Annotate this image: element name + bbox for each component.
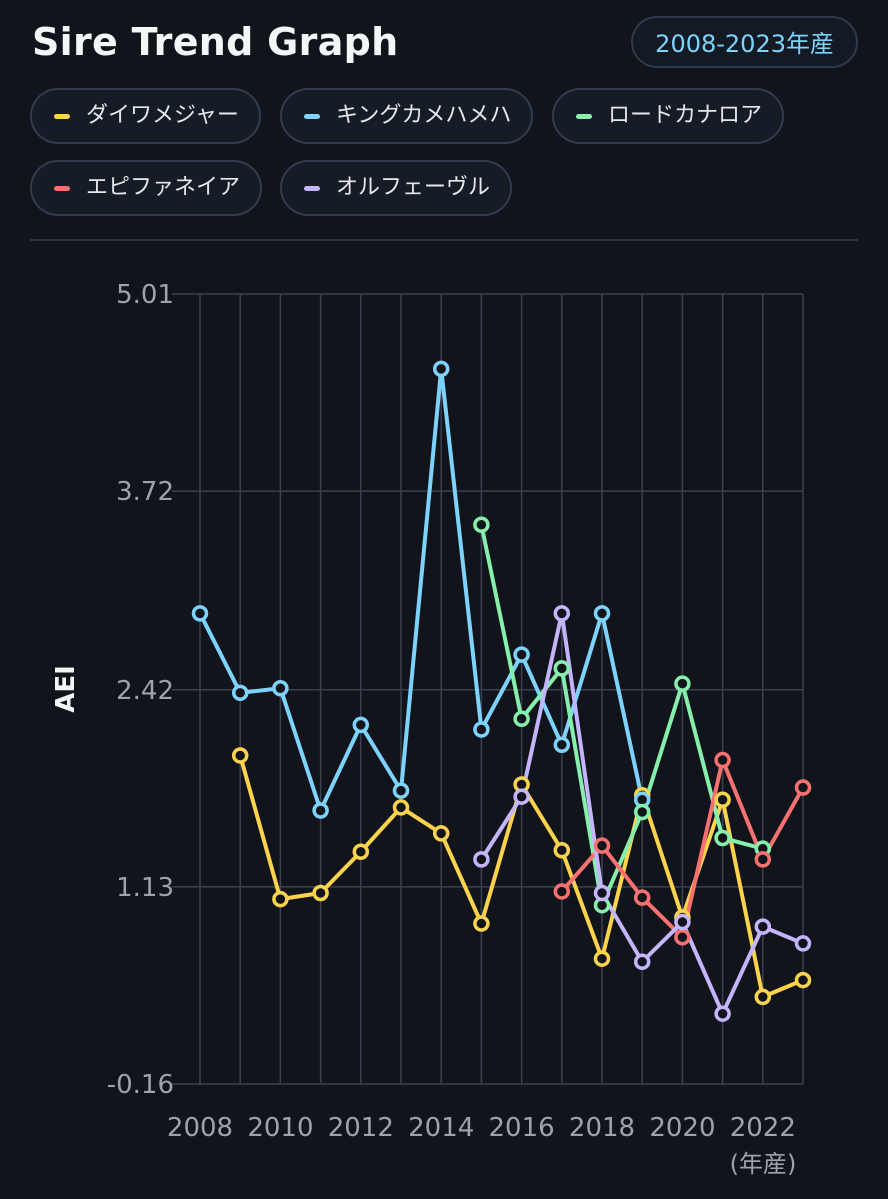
- x-tick-label: 2022: [730, 1113, 796, 1143]
- x-tick-label: 2018: [569, 1113, 635, 1143]
- data-point: [473, 915, 490, 932]
- data-point: [231, 684, 249, 702]
- data-point: [794, 935, 812, 952]
- data-point: [312, 884, 329, 902]
- data-point: [473, 851, 490, 868]
- data-point: [432, 360, 450, 378]
- data-point: [593, 884, 611, 902]
- data-point: [553, 883, 571, 900]
- divider: [30, 239, 858, 241]
- data-point: [553, 736, 571, 754]
- legend-label: キングカメハメハ: [336, 103, 512, 128]
- data-point: [473, 721, 490, 738]
- series-color-swatch: [576, 114, 592, 119]
- data-point: [272, 679, 289, 697]
- series-points: [553, 751, 812, 946]
- series-color-swatch: [54, 114, 70, 119]
- data-point: [593, 950, 611, 967]
- data-point: [231, 747, 249, 764]
- data-point: [593, 837, 611, 854]
- chart-title: Sire Trend Graph: [32, 20, 399, 64]
- x-tick-label: 2016: [489, 1113, 555, 1143]
- legend-label: ダイワメジャー: [86, 103, 239, 128]
- legend-item-lord-kanaloa[interactable]: ロードカナロア: [552, 88, 785, 144]
- header: Sire Trend Graph 2008-2023年産: [32, 14, 858, 74]
- data-point: [272, 890, 289, 908]
- data-point: [714, 751, 731, 769]
- series-line: [479, 522, 765, 908]
- series-group: [479, 522, 765, 908]
- data-point: [794, 779, 812, 796]
- data-point: [633, 953, 651, 971]
- series-color-swatch: [304, 186, 320, 191]
- series-points: [473, 516, 772, 914]
- legend-item-king-kamehameha[interactable]: キングカメハメハ: [280, 88, 534, 144]
- data-point: [674, 929, 691, 946]
- legend-label: エピファネイア: [86, 175, 241, 200]
- data-point: [754, 918, 772, 935]
- y-axis-label: AEI: [51, 665, 81, 713]
- x-tick-label: 2010: [247, 1113, 313, 1143]
- data-point: [633, 889, 651, 906]
- data-point: [191, 605, 209, 622]
- legend-label: ロードカナロア: [608, 103, 763, 128]
- y-tick-label: -0.16: [107, 1070, 174, 1100]
- y-tick-label: 3.72: [116, 477, 174, 507]
- data-point: [473, 516, 490, 533]
- data-point: [754, 988, 772, 1006]
- y-tick-label: 5.01: [116, 280, 174, 310]
- legend-item-daiwa-major[interactable]: ダイワメジャー: [30, 88, 261, 144]
- data-point: [432, 825, 450, 842]
- data-point: [754, 851, 772, 868]
- x-tick-label: 2008: [167, 1113, 233, 1143]
- data-point: [392, 782, 410, 799]
- y-tick-label: 2.42: [116, 676, 174, 706]
- data-point: [714, 1005, 731, 1022]
- data-point: [513, 710, 530, 728]
- data-point: [352, 716, 370, 734]
- data-point: [392, 799, 410, 816]
- data-point: [553, 660, 571, 677]
- x-tick-label: 2012: [328, 1113, 394, 1143]
- data-point: [674, 675, 691, 692]
- data-point: [714, 829, 731, 847]
- series-points: [473, 605, 812, 1022]
- data-point: [714, 791, 731, 809]
- data-point: [312, 802, 329, 819]
- x-tick-label: 2020: [649, 1113, 715, 1143]
- y-tick-label: 1.13: [116, 873, 174, 903]
- data-point: [513, 646, 530, 663]
- data-point: [513, 788, 530, 805]
- series-color-swatch: [304, 114, 320, 119]
- data-point: [553, 605, 571, 622]
- series-points: [191, 360, 651, 819]
- data-point: [593, 605, 611, 622]
- legend-label: オルフェーヴル: [336, 175, 491, 200]
- data-point: [674, 913, 691, 931]
- series-color-swatch: [54, 186, 70, 191]
- data-point: [794, 971, 812, 989]
- data-point: [633, 803, 651, 821]
- data-point: [553, 841, 571, 859]
- year-range-button[interactable]: 2008-2023年産: [631, 16, 858, 68]
- legend-item-orfevre[interactable]: オルフェーヴル: [280, 160, 513, 216]
- x-axis-unit-label: (年産): [730, 1150, 797, 1178]
- legend-item-epiphaneia[interactable]: エピファネイア: [30, 160, 263, 216]
- x-tick-label: 2014: [408, 1113, 474, 1143]
- data-point: [352, 843, 370, 860]
